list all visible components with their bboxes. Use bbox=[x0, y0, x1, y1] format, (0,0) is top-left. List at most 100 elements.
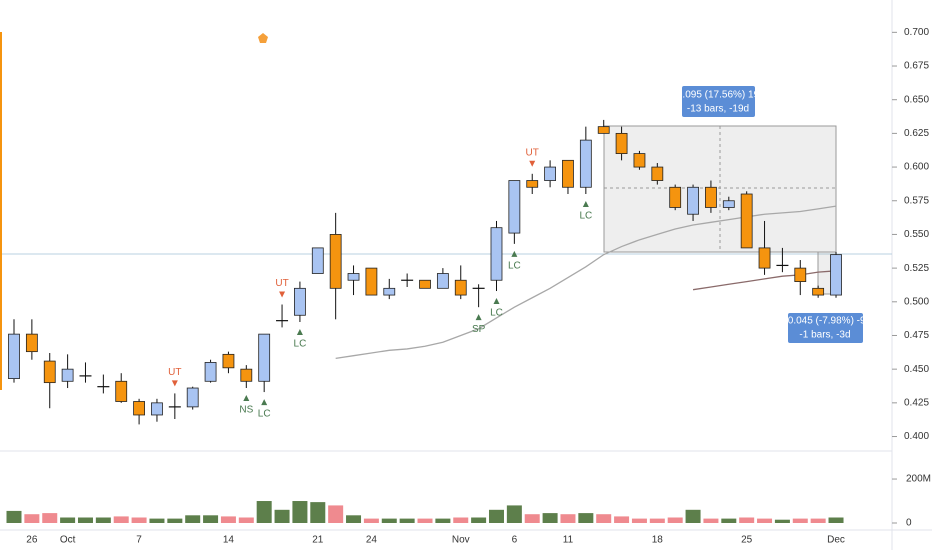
volume-bar bbox=[113, 516, 129, 523]
marker-arrow bbox=[511, 250, 518, 257]
candle-body bbox=[25, 333, 38, 353]
volume-bar bbox=[578, 513, 594, 523]
y-tick-label: 0.400 bbox=[904, 431, 929, 442]
measure-text: -13 bars, -19d bbox=[687, 104, 749, 115]
volume-tick-label: 200M bbox=[906, 474, 931, 485]
volume-bar bbox=[220, 516, 236, 523]
volume-bar bbox=[488, 509, 504, 523]
volume-bar bbox=[399, 518, 415, 523]
candle-body bbox=[740, 193, 753, 249]
candle-body bbox=[419, 279, 431, 289]
y-tick-label: 0.450 bbox=[904, 364, 929, 375]
x-tick-label: 21 bbox=[312, 535, 324, 546]
volume-bar bbox=[614, 516, 630, 523]
moving-average bbox=[335, 205, 837, 360]
marker-label: NS bbox=[239, 405, 253, 416]
x-tick-label: 25 bbox=[741, 535, 753, 546]
candle-body bbox=[204, 362, 217, 382]
volume-bar bbox=[203, 515, 219, 523]
x-tick-label: 7 bbox=[136, 535, 142, 546]
flag-icon bbox=[258, 33, 268, 43]
marker-label: SP bbox=[472, 324, 486, 335]
marker-arrow bbox=[493, 298, 500, 305]
volume-bar bbox=[524, 514, 540, 523]
y-tick-label: 0.575 bbox=[904, 195, 929, 206]
marker-label: LC bbox=[508, 261, 521, 272]
marker-arrow bbox=[296, 329, 303, 336]
y-tick-label: 0.675 bbox=[904, 61, 929, 72]
volume-bar bbox=[560, 514, 576, 523]
x-tick-label: Nov bbox=[452, 535, 470, 546]
x-tick-label: 11 bbox=[563, 535, 574, 546]
y-tick-label: 0.425 bbox=[904, 397, 929, 408]
candle-body bbox=[436, 273, 449, 289]
volume-bar bbox=[24, 514, 40, 523]
marker-arrow bbox=[582, 201, 589, 208]
marker-arrow bbox=[261, 399, 268, 406]
volume-bar bbox=[274, 509, 290, 523]
candle-body bbox=[43, 360, 56, 384]
candle-body bbox=[115, 380, 128, 402]
volume-bar bbox=[363, 518, 379, 523]
volume-bar bbox=[631, 518, 647, 523]
volume-bar bbox=[506, 505, 522, 523]
marker-label: UT bbox=[168, 367, 181, 378]
candle-body bbox=[490, 227, 503, 281]
volume-bar bbox=[703, 518, 719, 523]
candle-body bbox=[151, 402, 163, 416]
x-tick-label: Dec bbox=[827, 535, 845, 546]
volume-bar bbox=[149, 518, 165, 523]
volume-bar bbox=[739, 517, 755, 523]
volume-bar bbox=[381, 518, 397, 523]
volume-bar bbox=[131, 517, 147, 523]
volume-bar bbox=[60, 517, 76, 523]
volume-tick-label: 0 bbox=[906, 518, 912, 529]
x-tick-label: Oct bbox=[60, 535, 76, 546]
y-tick-label: 0.600 bbox=[904, 162, 929, 173]
candle-body bbox=[597, 126, 610, 134]
volume-bar bbox=[596, 514, 612, 523]
volume-bar bbox=[417, 518, 433, 523]
x-tick-label: 14 bbox=[223, 535, 235, 546]
candle-body bbox=[758, 247, 771, 269]
volume-bar bbox=[649, 518, 665, 523]
y-tick-label: 0.525 bbox=[904, 263, 929, 274]
volume-bar bbox=[328, 505, 344, 523]
volume-bar bbox=[471, 517, 487, 523]
y-tick-label: 0.475 bbox=[904, 330, 929, 341]
candle-body bbox=[812, 287, 825, 296]
volume-bar bbox=[542, 513, 558, 523]
marker-arrow bbox=[243, 395, 250, 402]
volume-bar bbox=[828, 517, 844, 523]
volume-bar bbox=[256, 501, 272, 523]
volume-bar bbox=[6, 510, 22, 523]
marker-arrow bbox=[475, 314, 482, 321]
volume-bar bbox=[185, 515, 201, 523]
volume-bar bbox=[685, 509, 701, 523]
candle-body bbox=[454, 279, 467, 296]
volume-bar bbox=[435, 518, 451, 523]
y-tick-label: 0.700 bbox=[904, 27, 929, 38]
candle-body bbox=[705, 186, 717, 208]
volume-bar bbox=[667, 517, 683, 523]
volume-bar bbox=[757, 518, 773, 523]
volume-bar bbox=[721, 518, 737, 523]
marker-label: LC bbox=[258, 409, 271, 420]
moving-average bbox=[692, 270, 837, 291]
candle-body bbox=[579, 139, 592, 188]
volume-bar bbox=[292, 501, 308, 523]
volume-bar bbox=[238, 517, 254, 523]
y-tick-label: 0.500 bbox=[904, 296, 929, 307]
candle-body bbox=[258, 333, 271, 382]
candle-body bbox=[669, 186, 682, 208]
volume-bar bbox=[810, 518, 826, 523]
x-tick-label: 24 bbox=[366, 535, 378, 546]
measure-box bbox=[682, 86, 755, 117]
marker-label: LC bbox=[490, 308, 503, 319]
marker-arrow bbox=[529, 160, 536, 167]
candle-body bbox=[562, 159, 574, 188]
volume-bar bbox=[346, 515, 362, 523]
marker-label: LC bbox=[579, 211, 592, 222]
measure-text: -0.045 (-7.98%) -9 bbox=[784, 316, 866, 327]
